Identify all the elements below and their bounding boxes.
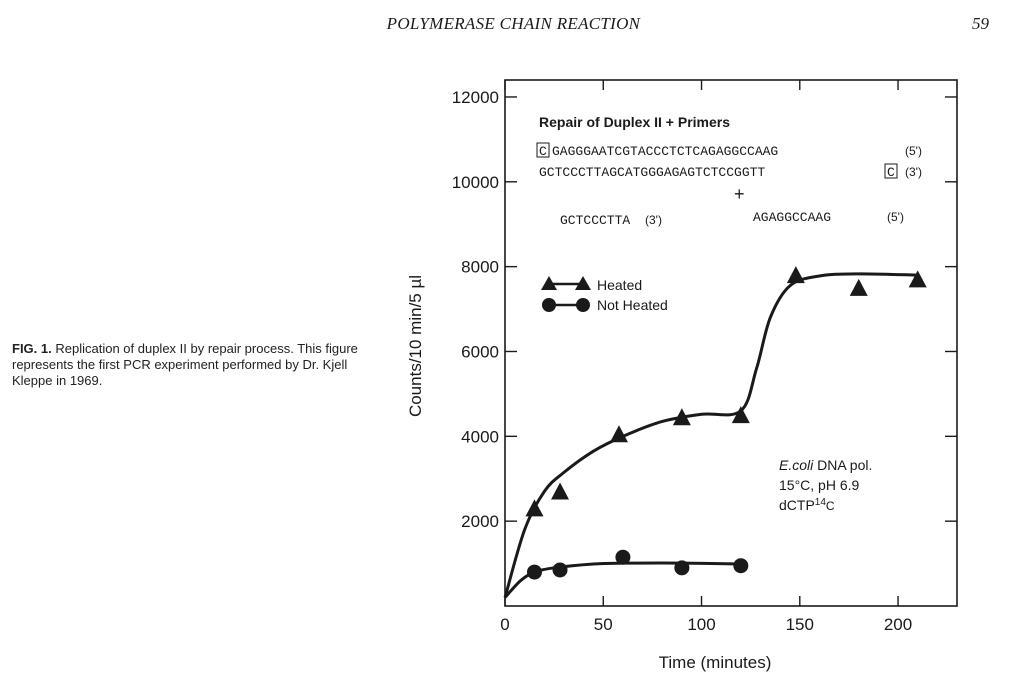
legend: Heated Not Heated	[541, 276, 668, 313]
legend-not-heated-marker	[576, 298, 590, 312]
x-tick-label: 150	[786, 615, 814, 634]
page-number: 59	[972, 14, 989, 33]
legend-not-heated-marker	[542, 298, 556, 312]
condition-label-sup: 14	[815, 497, 827, 508]
strand-top-sequence: GAGGGAATCGTACCCTCTCAGAGGCCAAG	[552, 144, 778, 159]
data-point-not-heated	[615, 549, 631, 565]
strand-bottom-end: (3')	[905, 165, 922, 179]
x-tick-label: 200	[884, 615, 912, 634]
condition-enzyme-rest: DNA pol.	[813, 457, 872, 473]
condition-enzyme: E.coli DNA pol.	[779, 457, 872, 473]
primer-left-end: (3')	[645, 213, 662, 227]
figure-caption: FIG. 1. Replication of duplex II by repa…	[12, 341, 372, 389]
y-tick-label: 4000	[461, 427, 499, 446]
y-axis-label: Counts/10 min/5 µl	[406, 275, 425, 417]
y-tick-label: 8000	[461, 258, 499, 277]
caption-label: FIG. 1.	[12, 341, 52, 356]
y-tick-label: 10000	[452, 173, 499, 192]
page-header-title: POLYMERASE CHAIN REACTION	[386, 14, 641, 33]
legend-heated-marker	[575, 276, 591, 290]
strand-bottom-sequence: GCTCCCTTAGCATGGGAGAGTCTCCGGTT	[539, 165, 765, 180]
x-tick-label: 0	[500, 615, 509, 634]
x-tick-label: 50	[594, 615, 613, 634]
legend-not-heated-label: Not Heated	[597, 297, 668, 313]
strand-bottom-boxed-base: C	[887, 165, 895, 180]
strand-bottom-box	[884, 163, 898, 179]
primer-right: AGAGGCCAAG	[753, 210, 831, 225]
y-tick-label: 2000	[461, 512, 499, 531]
data-point-heated	[609, 425, 628, 443]
plot-frame	[504, 79, 958, 607]
data-point-heated	[849, 278, 868, 296]
chart-title: Repair of Duplex II + Primers	[539, 114, 730, 130]
legend-heated-marker	[541, 276, 557, 290]
y-tick-label: 12000	[452, 88, 499, 107]
strand-top-box	[536, 142, 550, 158]
strand-top-boxed-base: C	[539, 144, 547, 159]
strand-top-end: (5')	[905, 144, 922, 158]
data-point-not-heated	[552, 562, 568, 578]
series-layer	[503, 266, 927, 599]
plus-sign: +	[734, 184, 745, 204]
condition-label-main: dCTP	[779, 497, 815, 513]
primer-right-end: (5')	[887, 210, 904, 224]
data-point-not-heated	[674, 560, 690, 576]
data-point-heated	[672, 408, 691, 426]
data-point-not-heated	[733, 558, 749, 574]
y-tick-label: 6000	[461, 342, 499, 361]
data-point-heated	[525, 499, 544, 517]
condition-temp: 15°C, pH 6.9	[779, 477, 860, 493]
series-heated-curve	[503, 272, 918, 598]
data-point-heated	[551, 482, 570, 500]
condition-label-tail: C	[826, 499, 835, 513]
data-point-heated	[786, 266, 805, 284]
data-point-heated	[908, 270, 927, 288]
caption-text: Replication of duplex II by repair proce…	[12, 341, 358, 388]
legend-heated-label: Heated	[597, 277, 642, 293]
primer-left: GCTCCCTTA	[560, 213, 630, 228]
data-point-heated	[731, 406, 750, 424]
data-point-not-heated	[526, 564, 542, 580]
plot-border	[504, 79, 958, 607]
dna-duplex: C GAGGGAATCGTACCCTCTCAGAGGCCAAG (5') GCT…	[536, 142, 922, 228]
conditions-note: E.coli DNA pol. 15°C, pH 6.9 dCTP14C	[779, 457, 872, 513]
figure-title-group: Repair of Duplex II + Primers	[539, 114, 730, 130]
x-axis-label: Time (minutes)	[659, 653, 772, 672]
x-tick-label: 100	[687, 615, 715, 634]
condition-label: dCTP14C	[779, 497, 835, 513]
condition-enzyme-italic: E.coli	[779, 457, 814, 473]
